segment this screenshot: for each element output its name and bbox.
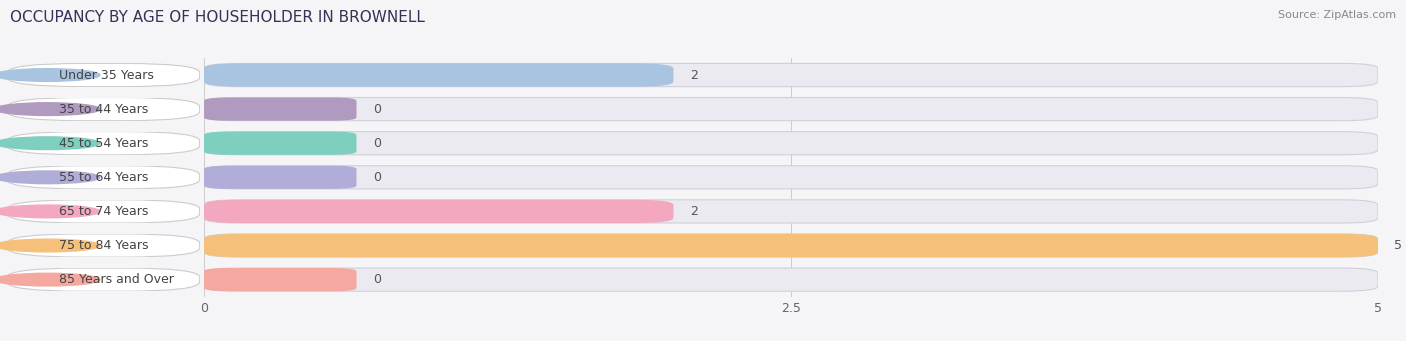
Circle shape: [0, 273, 100, 286]
FancyBboxPatch shape: [204, 132, 357, 155]
Circle shape: [0, 69, 100, 81]
Text: 0: 0: [373, 273, 381, 286]
FancyBboxPatch shape: [204, 98, 1378, 121]
Circle shape: [0, 137, 100, 150]
Text: 55 to 64 Years: 55 to 64 Years: [59, 171, 149, 184]
FancyBboxPatch shape: [7, 268, 200, 291]
FancyBboxPatch shape: [204, 166, 1378, 189]
Text: 0: 0: [373, 171, 381, 184]
FancyBboxPatch shape: [204, 132, 1378, 155]
FancyBboxPatch shape: [7, 200, 200, 223]
Circle shape: [0, 171, 100, 184]
FancyBboxPatch shape: [204, 268, 1378, 291]
Circle shape: [0, 205, 100, 218]
Text: 0: 0: [373, 103, 381, 116]
FancyBboxPatch shape: [7, 98, 200, 121]
FancyBboxPatch shape: [204, 234, 1378, 257]
Text: 2: 2: [690, 205, 697, 218]
Text: 35 to 44 Years: 35 to 44 Years: [59, 103, 148, 116]
Text: 85 Years and Over: 85 Years and Over: [59, 273, 174, 286]
FancyBboxPatch shape: [204, 63, 673, 87]
FancyBboxPatch shape: [204, 166, 357, 189]
Text: OCCUPANCY BY AGE OF HOUSEHOLDER IN BROWNELL: OCCUPANCY BY AGE OF HOUSEHOLDER IN BROWN…: [10, 10, 425, 25]
FancyBboxPatch shape: [7, 63, 200, 87]
FancyBboxPatch shape: [7, 234, 200, 257]
FancyBboxPatch shape: [204, 268, 357, 291]
Text: Under 35 Years: Under 35 Years: [59, 69, 153, 81]
Circle shape: [0, 239, 100, 252]
FancyBboxPatch shape: [204, 200, 673, 223]
Text: 5: 5: [1395, 239, 1402, 252]
Circle shape: [0, 103, 100, 116]
Text: 75 to 84 Years: 75 to 84 Years: [59, 239, 149, 252]
FancyBboxPatch shape: [7, 166, 200, 189]
FancyBboxPatch shape: [204, 98, 357, 121]
Text: Source: ZipAtlas.com: Source: ZipAtlas.com: [1278, 10, 1396, 20]
Text: 65 to 74 Years: 65 to 74 Years: [59, 205, 149, 218]
Text: 2: 2: [690, 69, 697, 81]
Text: 0: 0: [373, 137, 381, 150]
Text: 45 to 54 Years: 45 to 54 Years: [59, 137, 149, 150]
FancyBboxPatch shape: [7, 132, 200, 155]
FancyBboxPatch shape: [204, 234, 1378, 257]
FancyBboxPatch shape: [204, 200, 1378, 223]
FancyBboxPatch shape: [204, 63, 1378, 87]
